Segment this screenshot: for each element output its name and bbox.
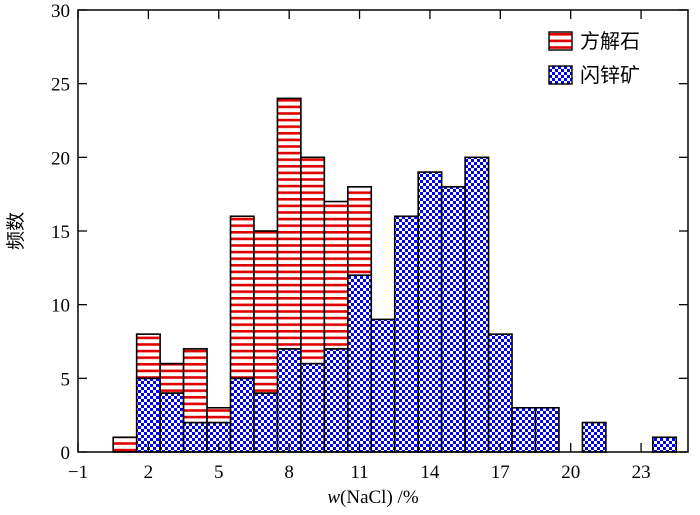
y-tick-label: 5 [61,369,71,390]
bar-sphalerite-5 [229,377,255,453]
legend-swatch-calcite [548,31,573,51]
bar-calcite-2 [159,362,185,394]
y-axis-label: 频数 [5,212,27,250]
bar-sphalerite-11 [370,318,396,453]
bar-sphalerite-8 [300,362,326,453]
y-tick-label: 15 [51,222,70,243]
x-tick-label: 17 [491,462,510,483]
bar-sphalerite-17 [511,406,537,453]
bars-layer [112,97,678,453]
bar-sphalerite-9 [323,348,349,453]
x-axis-label: w(NaCl) /% [327,487,418,508]
x-axis-label-italic: w [327,487,340,508]
legend-label-calcite: 方解石 [580,30,640,53]
x-tick-label: 2 [144,462,154,483]
x-tick-label: 14 [420,462,440,483]
y-tick-label: 30 [51,1,70,22]
bar-sphalerite-14 [440,186,466,453]
bar-sphalerite-10 [347,274,373,453]
x-tick-label: 11 [350,462,368,483]
legend-swatch-sphalerite [548,65,573,85]
bar-sphalerite-12 [393,215,419,453]
bar-calcite-6 [253,230,279,394]
bar-sphalerite-23 [652,436,678,453]
bar-sphalerite-1 [135,377,161,453]
bar-sphalerite-16 [487,333,513,453]
y-tick-label: 0 [61,443,71,464]
y-tick-label: 20 [51,148,70,169]
x-tick-label: 8 [284,462,294,483]
bar-sphalerite-15 [464,156,490,453]
bar-calcite-0 [112,436,138,453]
y-tick-label: 10 [51,296,70,317]
x-tick-label: −1 [68,462,88,483]
bar-sphalerite-6 [253,392,279,453]
bar-sphalerite-3 [182,421,208,453]
legend-label-sphalerite: 闪锌矿 [580,64,640,87]
bar-calcite-3 [182,348,208,424]
plot-frame [77,9,689,453]
bar-calcite-8 [300,156,326,365]
x-tick-label: 23 [632,462,651,483]
y-tick-label: 25 [51,75,70,96]
bar-sphalerite-13 [417,171,443,453]
x-tick-label: 20 [561,462,580,483]
bar-calcite-4 [206,406,232,424]
bar-sphalerite-7 [276,348,302,453]
bar-calcite-5 [229,215,255,380]
bar-sphalerite-18 [534,406,560,453]
bar-calcite-7 [276,97,302,350]
bar-calcite-10 [347,186,373,277]
bar-calcite-1 [135,333,161,380]
bar-calcite-9 [323,200,349,350]
bar-sphalerite-2 [159,392,185,453]
bar-sphalerite-20 [581,421,607,453]
x-axis-label-rest: (NaCl) /% [340,487,419,508]
x-tick-label: 5 [214,462,224,483]
